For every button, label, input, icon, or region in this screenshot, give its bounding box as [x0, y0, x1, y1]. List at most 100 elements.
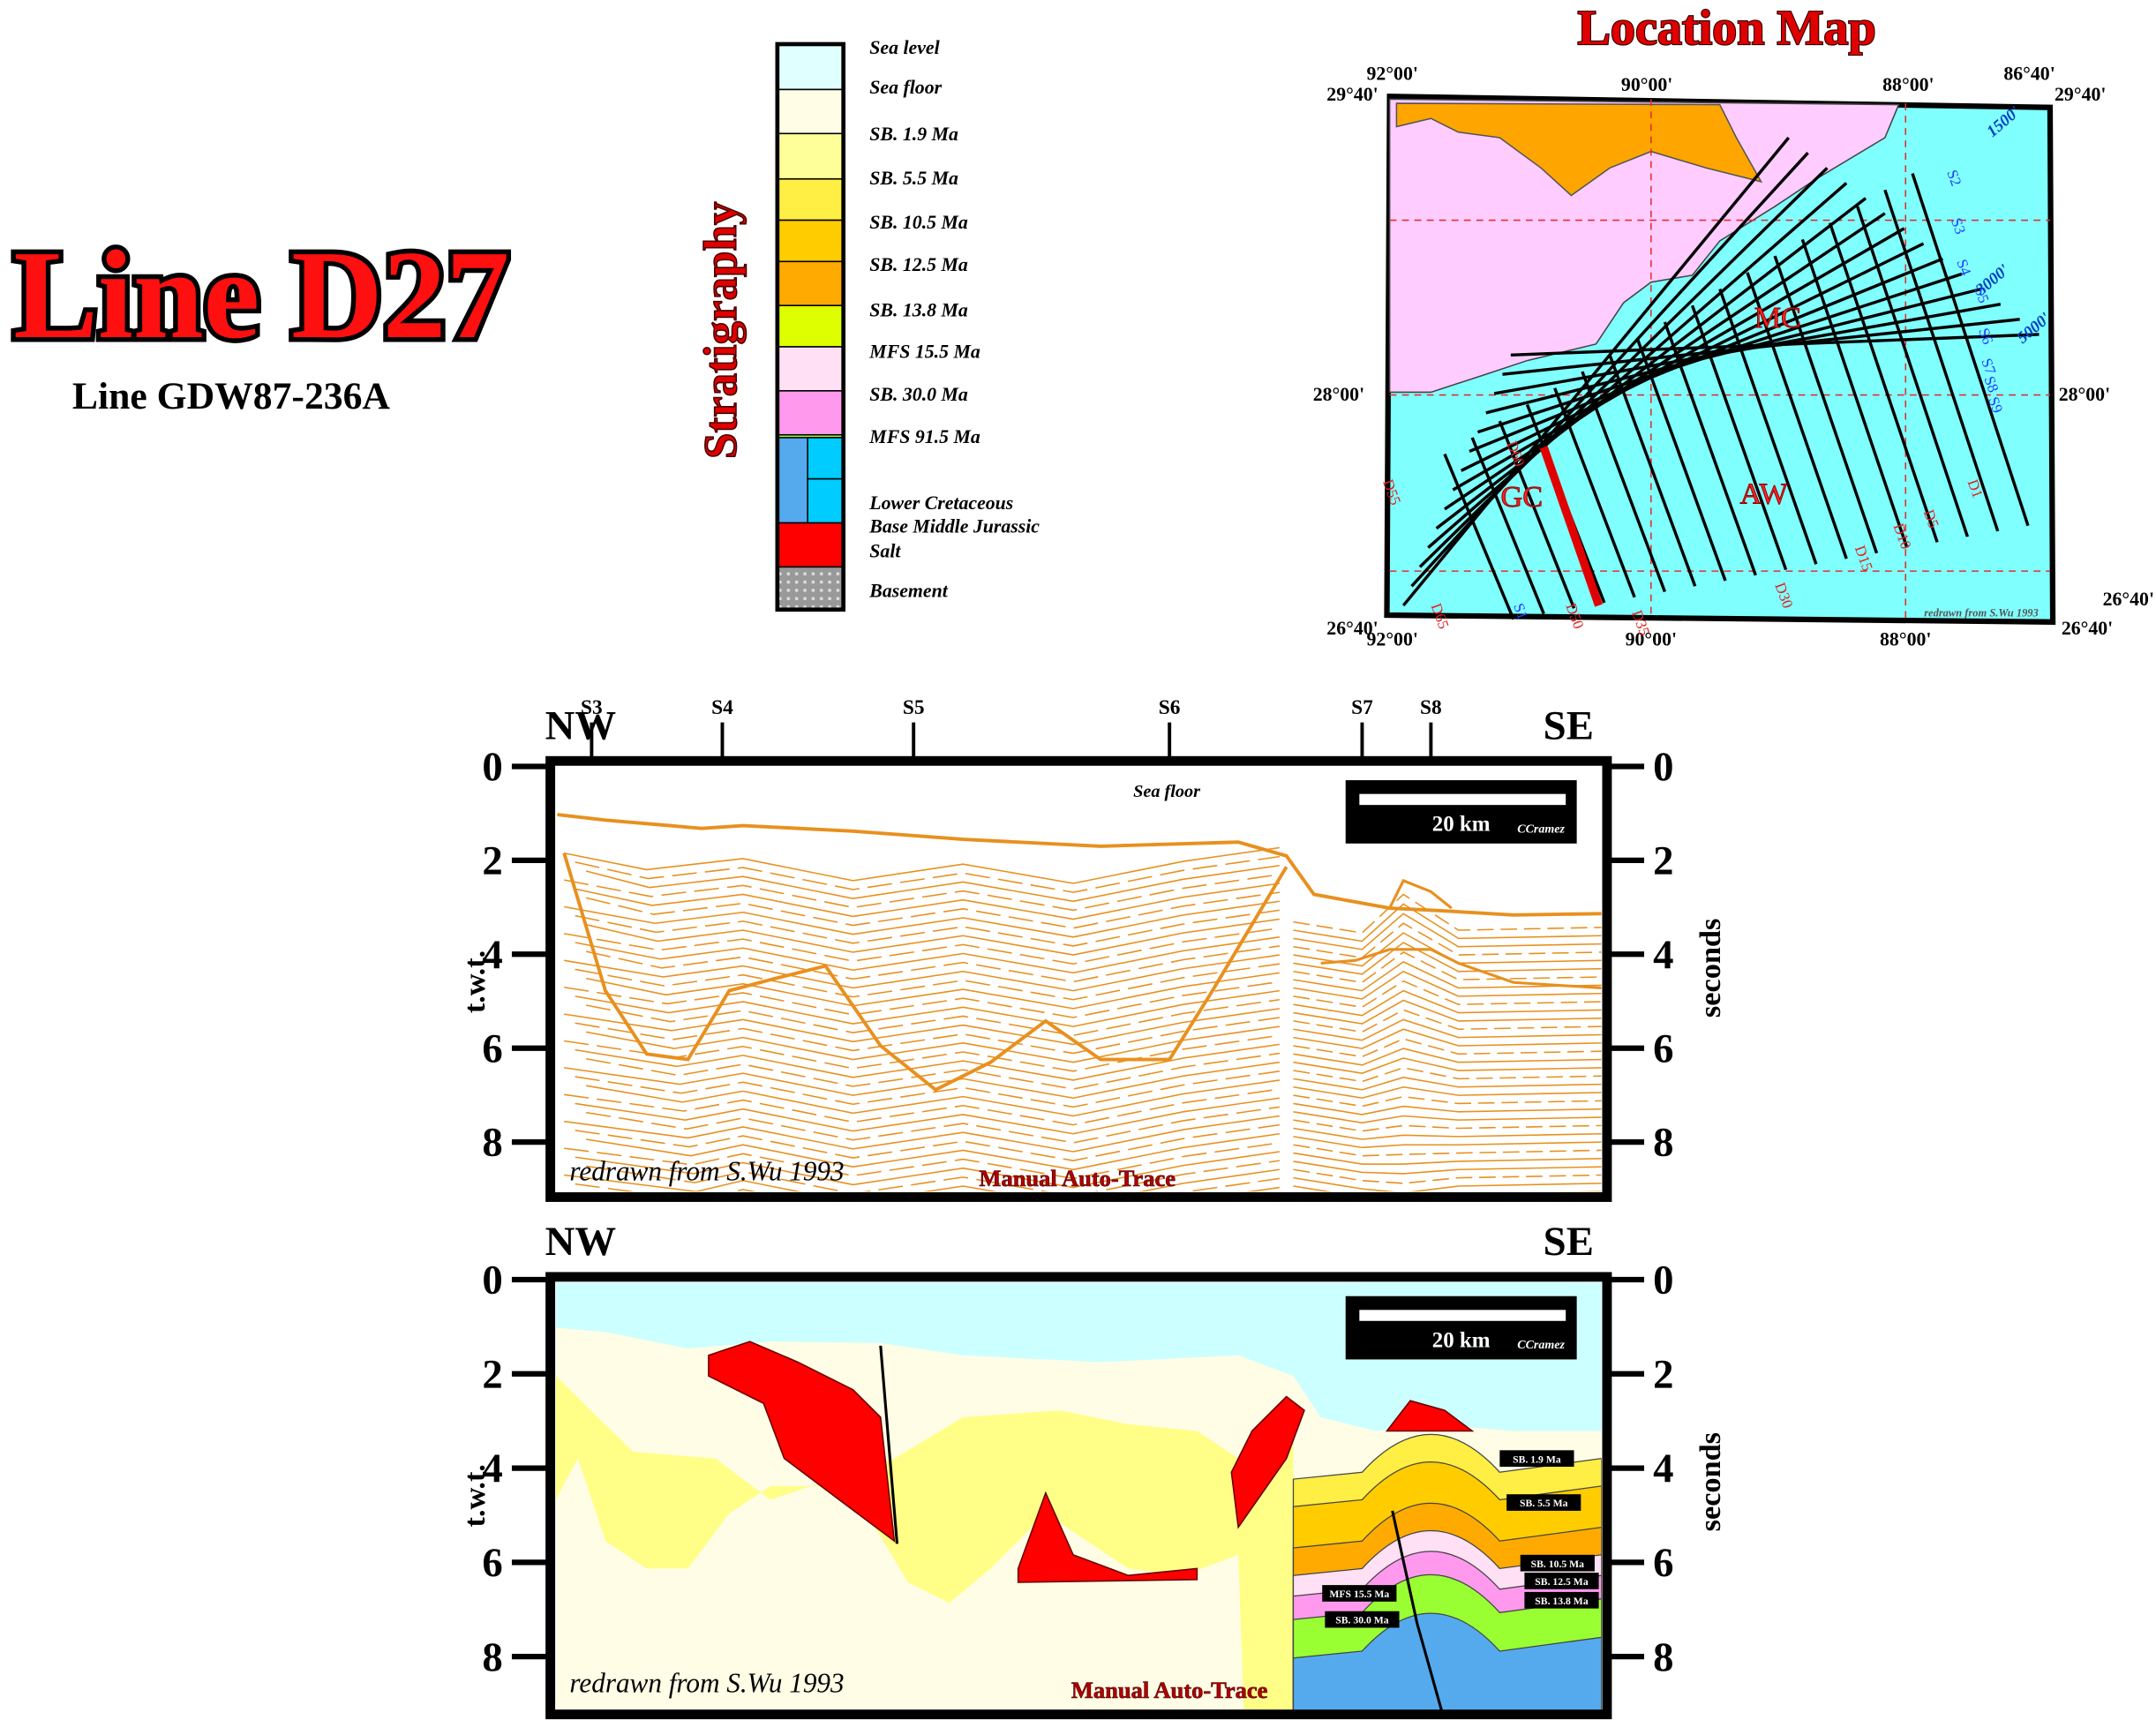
map-coordinate: 29°40' [1326, 84, 1378, 105]
horizon-label: SB. 1.9 Ma [1513, 1453, 1561, 1465]
reflector [575, 1070, 1281, 1108]
track [1856, 206, 1970, 537]
track [1510, 333, 2040, 357]
track [1470, 437, 1545, 615]
strat-label: Lower Cretaceous [868, 492, 1013, 514]
reflector [585, 864, 1281, 903]
strat-block [777, 219, 845, 263]
reflector [1293, 1077, 1602, 1091]
reflector [1293, 1094, 1602, 1108]
reflector [1293, 922, 1602, 959]
horizon-tag [1506, 1494, 1581, 1511]
sea-floor-note: Sea floor [1133, 782, 1201, 801]
y2-tick-label: 6 [1653, 1025, 1673, 1071]
direction-right: SE [1544, 702, 1594, 748]
map-region: AW [1739, 477, 1788, 511]
direction-left: NW [545, 702, 617, 748]
horizon-tag [1499, 1450, 1574, 1468]
strat-label: SB. 1.9 Ma [869, 124, 958, 145]
horizon-label: SB. 5.5 Ma [1520, 1498, 1568, 1509]
track [1800, 238, 1909, 549]
track [1718, 288, 1818, 565]
reflector [1293, 1176, 1602, 1192]
horizon-label: SB. 13.8 Ma [1535, 1596, 1589, 1607]
map-line-label: S8 [1980, 374, 2002, 395]
track [1410, 152, 1809, 588]
reflector [1293, 1038, 1602, 1058]
strat-label: Sea floor [869, 77, 942, 98]
reflector [564, 874, 1281, 912]
reflector [1293, 1018, 1602, 1041]
map-region: GC [1500, 480, 1543, 514]
well-label: S8 [1420, 696, 1442, 719]
strat-label: Sea level [869, 37, 940, 58]
track [1663, 321, 1757, 576]
reflector [1293, 1152, 1602, 1165]
y-tick-label: 2 [482, 837, 502, 883]
horizon-label: SB. 30.0 Ma [1335, 1615, 1389, 1626]
well-label: S5 [903, 696, 925, 719]
location-map: 92°00'29°40' 90°00' 88°00'86°40'29°40'28°0… [1313, 64, 2154, 650]
horizon-label: SB. 10.5 Ma [1531, 1559, 1585, 1570]
horizon-tag [1524, 1591, 1599, 1609]
reflector [564, 1115, 1281, 1153]
reflector [575, 1151, 1281, 1189]
reflector [1293, 1028, 1602, 1049]
reflector [1293, 1111, 1602, 1124]
geologic-section [555, 1282, 1602, 1712]
horizon-label: SB. 12.5 Ma [1535, 1576, 1589, 1588]
reflector [564, 1061, 1281, 1100]
strat-label: Salt [869, 541, 901, 562]
map-delta [1395, 102, 1763, 197]
strat-block [777, 43, 845, 91]
strat-block [777, 566, 845, 611]
stratigraphy-column: Sea level Sea floor SB. 1.9 Ma SB. 5.5 Ma SB… [775, 37, 1040, 612]
scale-bar [1359, 793, 1566, 806]
reflector [564, 900, 1281, 938]
section-bottom [545, 1272, 1612, 1720]
y-tick-label: 0 [482, 744, 502, 790]
scale-author: CCramez [1517, 822, 1565, 836]
well-label: S6 [1159, 696, 1181, 719]
reflector [564, 1008, 1281, 1046]
horizon-tag [1520, 1554, 1595, 1572]
section-frame [545, 1272, 1612, 1720]
reflector [575, 963, 1281, 1001]
strat-label: SB. 5.5 Ma [869, 168, 958, 189]
reflector [1293, 893, 1602, 934]
direction-right: SE [1544, 1219, 1594, 1265]
map-coordinate: 90°00' [1621, 74, 1672, 95]
well-label: S3 [581, 696, 603, 719]
y-tick-label: 4 [482, 932, 502, 978]
track [1443, 453, 1515, 620]
scale-box [1345, 780, 1577, 844]
track [1773, 255, 1879, 554]
y-tick-label: 6 [482, 1025, 502, 1071]
scale-label: 20 km [1432, 813, 1491, 837]
y2-tick-label: 8 [1653, 1634, 1673, 1680]
reflector [575, 883, 1281, 920]
y2-tick-label: 0 [1653, 744, 1673, 790]
y-tick-label: 8 [482, 1634, 502, 1680]
y2-tick-label: 2 [1653, 837, 1673, 883]
strat-block [807, 477, 845, 524]
reflector [1293, 960, 1602, 992]
reflector [564, 1088, 1281, 1126]
strat-label: SB. 30.0 Ma [869, 384, 968, 405]
strat-label: Basement [868, 581, 948, 602]
track [1690, 304, 1788, 571]
track [1435, 197, 1867, 530]
reflector [1293, 1048, 1602, 1066]
map-coordinate: 92°00' [1367, 64, 1418, 85]
track [1553, 387, 1636, 598]
map-land [1388, 98, 1900, 394]
map-line-label: S9 [1985, 394, 2006, 416]
interpretation-lines [557, 813, 1602, 1192]
y2-tick-label: 0 [1653, 1258, 1673, 1303]
track [1746, 272, 1848, 560]
map-coordinate: 90°00' [1626, 628, 1677, 650]
reflector [1293, 989, 1602, 1017]
map-coordinate: 28°00' [1313, 384, 1364, 405]
horizon-label: MFS 15.5 Ma [1329, 1589, 1389, 1600]
map-coordinate: 28°00' [2059, 384, 2110, 405]
